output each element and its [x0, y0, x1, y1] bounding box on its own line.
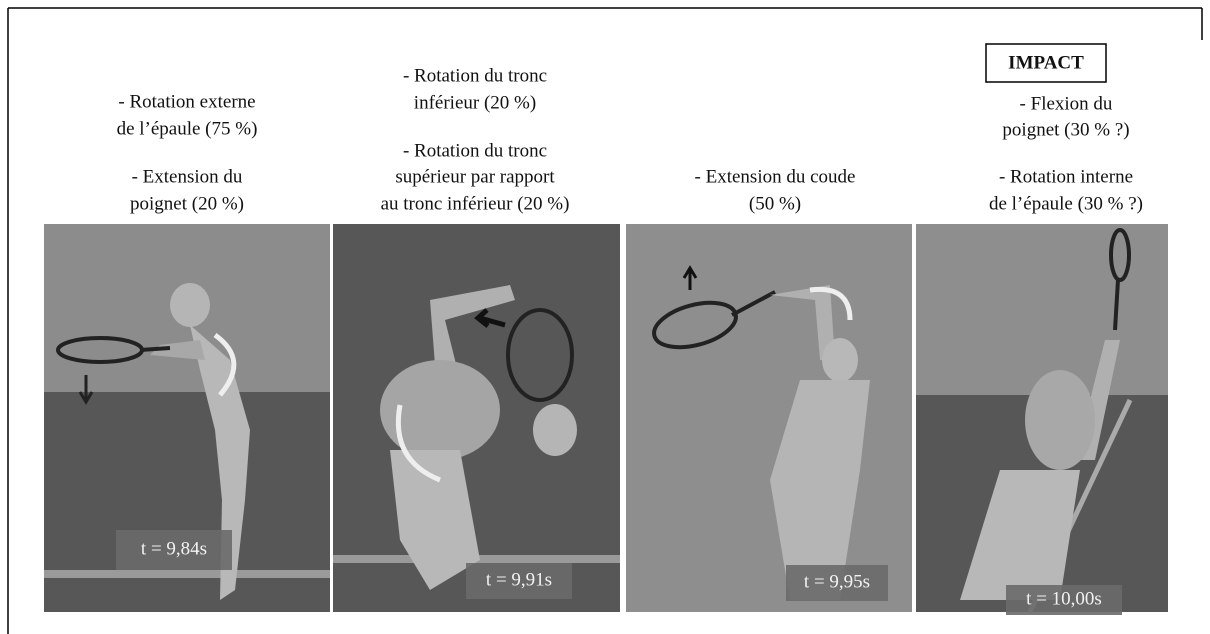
note-line: au tronc inférieur (20 %): [381, 193, 570, 214]
impact-box: [985, 43, 1107, 83]
note-line: de l’épaule (75 %): [117, 118, 258, 139]
note-line: inférieur (20 %): [414, 92, 536, 113]
time-label: t = 10,00s: [1026, 588, 1102, 609]
photo: [916, 224, 1168, 614]
time-box: [786, 565, 888, 601]
time-box: [116, 530, 232, 570]
time-label: t = 9,95s: [804, 571, 870, 592]
note-line: - Flexion du: [1020, 93, 1113, 114]
photo: [333, 224, 620, 612]
note-line: poignet (20 %): [130, 193, 244, 214]
note-line: de l’épaule (30 % ?): [989, 193, 1143, 214]
note-line: supérieur par rapport: [395, 166, 555, 187]
photo: [44, 224, 330, 612]
time-label: t = 9,84s: [141, 538, 207, 559]
note-line: - Rotation du tronc: [403, 140, 547, 161]
time-label: t = 9,91s: [486, 569, 552, 590]
note-line: - Extension du coude: [695, 166, 856, 187]
impact-label: IMPACT: [1008, 52, 1084, 73]
note-line: (50 %): [749, 193, 801, 214]
note-line: - Extension du: [132, 166, 243, 187]
time-box: [1006, 585, 1122, 615]
note-line: poignet (30 % ?): [1002, 119, 1129, 140]
note-line: - Rotation du tronc: [403, 65, 547, 86]
time-box: [466, 563, 572, 599]
note-line: - Rotation interne: [999, 166, 1133, 187]
photo: [626, 224, 912, 612]
note-line: - Rotation externe: [118, 91, 255, 112]
